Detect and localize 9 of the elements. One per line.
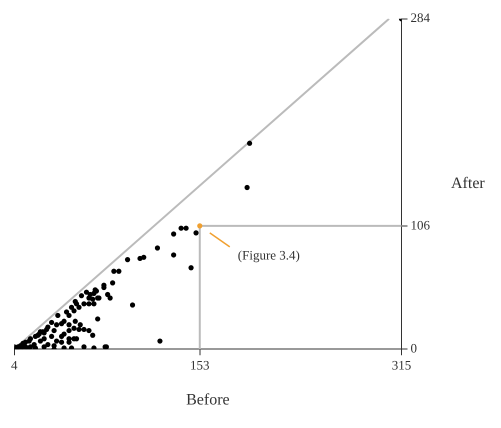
y-tick-label: 0 xyxy=(410,340,417,356)
x-axis-title: Before xyxy=(186,392,230,409)
y-axis-title: After xyxy=(451,175,486,192)
x-tick-label: 153 xyxy=(190,357,210,372)
x-tick-label: 4 xyxy=(11,357,18,372)
x-tick-label: 315 xyxy=(392,357,412,372)
y-tick-label: 284 xyxy=(410,10,430,26)
y-tick-label: 106 xyxy=(410,217,430,232)
annotation: (Figure 3.4) xyxy=(238,247,300,262)
